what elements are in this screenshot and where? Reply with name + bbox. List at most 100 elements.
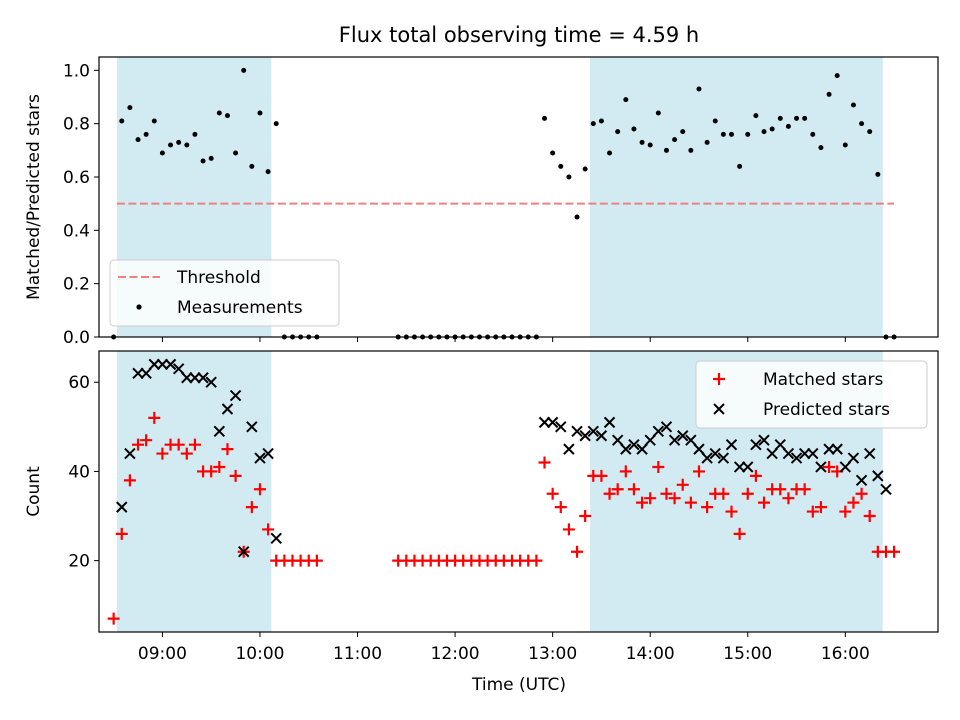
matched-stars-point (774, 483, 787, 496)
bottom-shaded-interval-1 (116, 351, 272, 632)
matched-stars-point (798, 483, 811, 496)
measurement-point (655, 110, 661, 116)
x-tick-label: 11:00 (333, 644, 382, 664)
predicted-stars-point (872, 470, 884, 482)
bottom-legend: Matched stars Predicted stars (695, 360, 928, 429)
predicted-stars-point (563, 443, 575, 455)
matched-stars-point (701, 501, 714, 514)
matched-stars-point (579, 510, 592, 523)
matched-stars-point (684, 496, 697, 509)
matched-stars-point (692, 465, 705, 478)
predicted-stars-point (124, 447, 136, 460)
legend-matched-swatch (713, 373, 725, 385)
legend-matched-label: Matched stars (763, 370, 883, 390)
measurement-point (688, 147, 694, 153)
bottom-axes-ticks: 20 40 60 09:00 10:00 11:00 12:00 13:00 14:00 15:0… (68, 373, 869, 664)
measurement-point (761, 129, 767, 135)
matched-stars-point (554, 501, 567, 514)
measurement-point (574, 214, 580, 220)
bottom-axes-frame (98, 350, 939, 633)
measurement-point (850, 102, 856, 108)
top-y-tick-label: 0.8 (63, 115, 90, 135)
matched-stars-point (823, 460, 836, 473)
matched-stars-point (213, 460, 226, 473)
predicted-stars-point (132, 367, 144, 380)
measurement-point (233, 150, 239, 156)
predicted-stars-point (636, 443, 648, 455)
predicted-stars-point (880, 483, 892, 495)
predicted-stars-point (181, 372, 193, 384)
measurement-point (208, 155, 214, 161)
predicted-stars-point (620, 443, 632, 455)
top-y-tick-label: 0.4 (63, 221, 90, 241)
measurement-point (127, 105, 133, 111)
measurement-point (241, 67, 247, 73)
matched-stars-point (733, 527, 746, 540)
predicted-stars-point (839, 461, 852, 473)
predicted-stars-point (140, 367, 152, 380)
predicted-stars-point (733, 461, 746, 473)
matched-stars-point (229, 469, 242, 482)
measurement-point (834, 73, 840, 79)
measurement-point (745, 131, 751, 137)
measurement-point (826, 91, 832, 97)
predicted-stars-point (782, 447, 795, 460)
measurement-point (810, 131, 816, 137)
matched-stars-point (814, 501, 827, 514)
top-y-tick-label: 1.0 (63, 61, 90, 81)
measurement-point (590, 121, 596, 127)
predicted-stars-point (815, 461, 827, 473)
matched-stars-point (652, 460, 665, 473)
top-shaded-intervals (116, 57, 883, 337)
measurement-point (249, 163, 255, 169)
matched-stars-point (148, 411, 161, 424)
measurement-point (859, 121, 865, 127)
top-y-tick-label: 0.6 (63, 168, 90, 188)
measurement-point (712, 118, 718, 124)
predicted-stars-point (668, 434, 681, 446)
predicted-stars-point (717, 452, 730, 464)
matched-stars-point (180, 447, 193, 460)
x-tick-label: 10:00 (235, 644, 284, 664)
measurement-point (818, 145, 824, 151)
predicted-stars-point (164, 358, 177, 371)
measurement-point (615, 129, 621, 135)
matched-stars-point (123, 474, 136, 487)
matched-stars-point (863, 510, 876, 523)
predicted-stars-point (693, 443, 705, 455)
legend-measurements-label: Measurements (177, 298, 303, 318)
measurement-point (729, 131, 735, 137)
measurement-point (582, 166, 588, 172)
top-data-marks (111, 67, 897, 340)
measurement-point (794, 115, 800, 121)
predicted-stars-point (238, 546, 250, 558)
predicted-stars-point (587, 425, 600, 437)
matched-stars-point (806, 505, 819, 518)
matched-stars-point (619, 465, 632, 478)
predicted-stars-point (847, 452, 860, 464)
x-axis-label: Time (UTC) (471, 675, 566, 695)
matched-stars-point (668, 492, 681, 505)
predicted-stars-point (254, 452, 266, 464)
measurement-point (542, 115, 548, 121)
predicted-stars-point (579, 430, 591, 442)
predicted-stars-point (798, 447, 811, 460)
matched-stars-point (839, 505, 852, 518)
predicted-stars-point (197, 372, 209, 384)
predicted-stars-point (172, 363, 185, 375)
matched-stars-point (546, 487, 559, 500)
predicted-stars-point (189, 372, 201, 384)
matched-stars-point (156, 447, 169, 460)
predicted-stars-point (701, 452, 713, 464)
x-tick-label: 14:00 (626, 644, 675, 664)
matched-stars-point (205, 465, 218, 478)
matched-stars-point (188, 438, 201, 451)
predicted-stars-point (229, 389, 242, 402)
predicted-stars-point (709, 447, 721, 460)
x-tick-label: 15:00 (723, 644, 772, 664)
top-y-tick-label: 0.2 (63, 275, 90, 295)
matched-stars-point (749, 469, 762, 482)
bottom-y-tick-label: 40 (68, 462, 90, 482)
measurement-point (558, 163, 564, 169)
measurement-point (842, 142, 848, 148)
